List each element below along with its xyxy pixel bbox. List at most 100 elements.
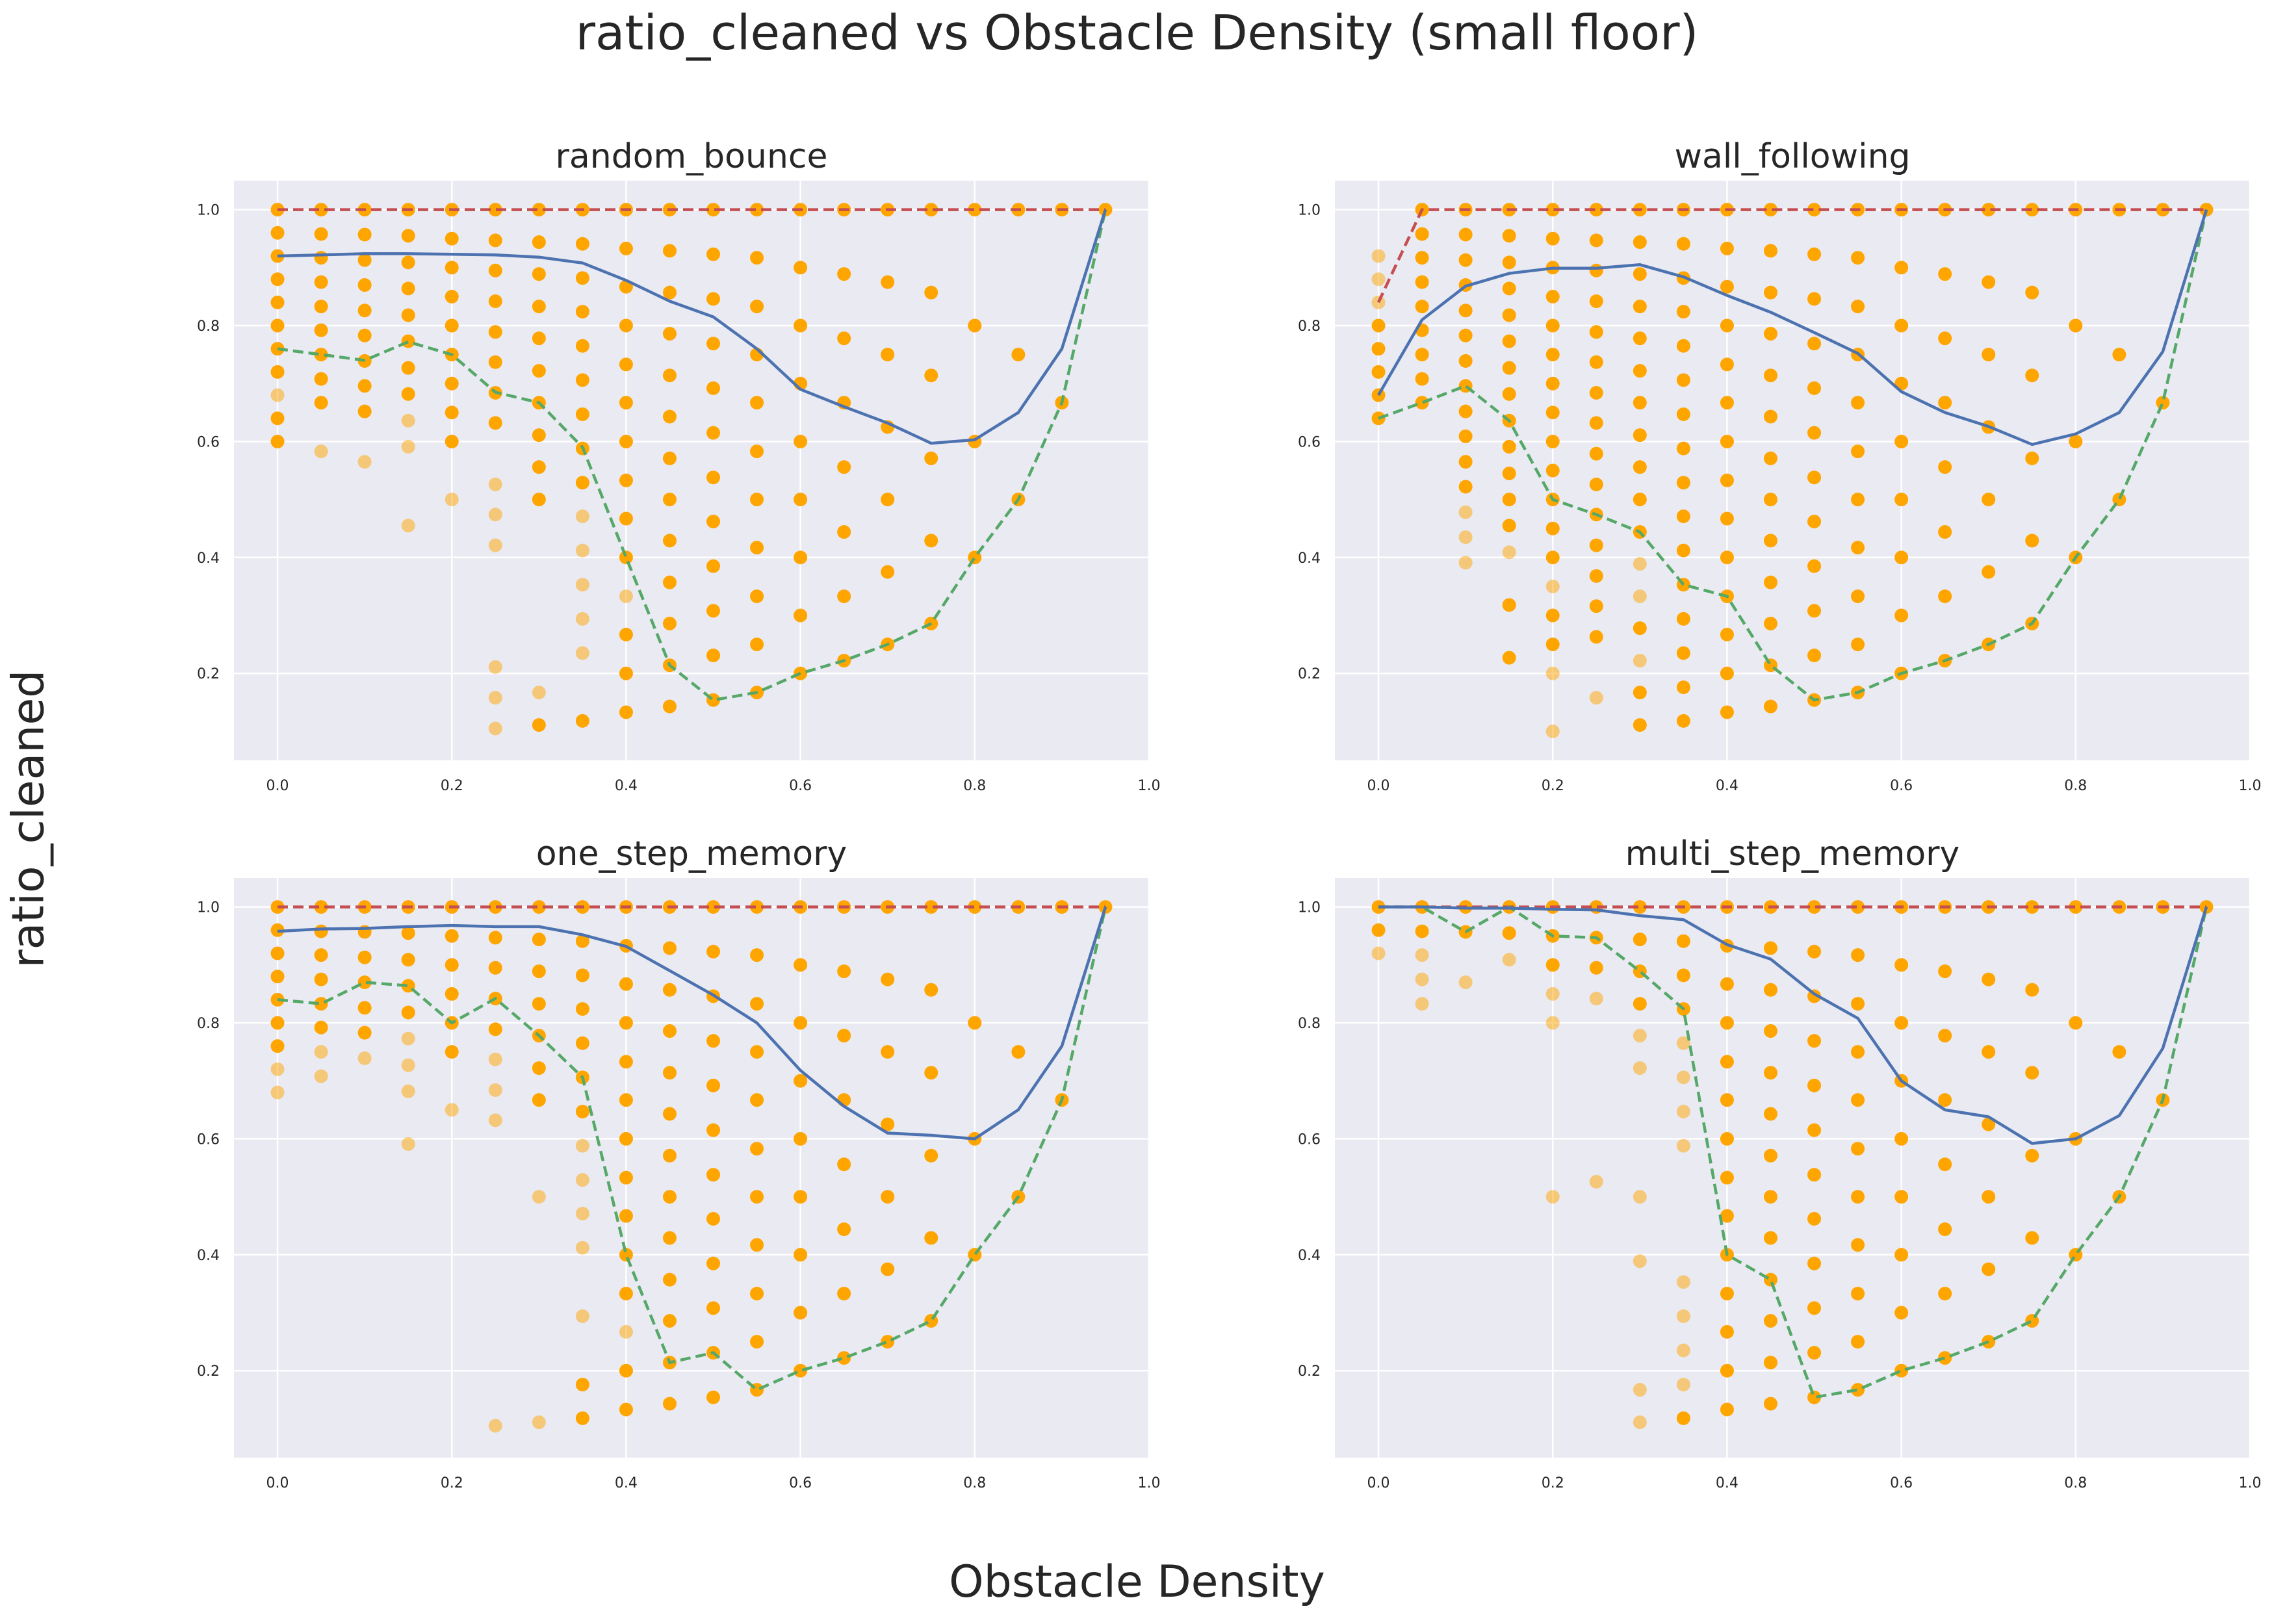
data-point [662, 451, 677, 465]
data-point [1938, 460, 1952, 474]
data-point [1720, 1287, 1734, 1301]
data-point [2112, 348, 2126, 362]
data-point [1894, 318, 1909, 333]
data-point [619, 473, 633, 487]
y-tick-label: 0.4 [197, 550, 220, 567]
data-point [1763, 1397, 1777, 1411]
data-point [1633, 1383, 1647, 1397]
data-point [1763, 1024, 1777, 1038]
figure-title: ratio_cleaned vs Obstacle Density (small… [575, 5, 1699, 61]
data-point [619, 434, 633, 448]
data-point [532, 1415, 546, 1430]
data-point [881, 1335, 895, 1349]
data-point [1545, 550, 1560, 565]
data-point [270, 226, 285, 240]
data-point [2025, 203, 2039, 217]
data-point [270, 388, 285, 402]
data-point [881, 348, 895, 362]
data-point [401, 281, 415, 296]
data-point [1763, 575, 1777, 589]
data-point [924, 1231, 938, 1245]
y-tick-label: 0.6 [1298, 434, 1321, 450]
data-point [532, 428, 546, 443]
data-point [2025, 983, 2039, 997]
data-point [1851, 638, 1865, 652]
data-point [706, 1078, 721, 1092]
data-point [401, 1031, 415, 1046]
data-point [1589, 263, 1603, 277]
data-point [1589, 416, 1603, 430]
data-point [1545, 521, 1560, 535]
data-point [1458, 328, 1473, 342]
data-point [1502, 281, 1516, 296]
data-point [1545, 1016, 1560, 1030]
data-point [662, 1066, 677, 1080]
data-point [662, 1313, 677, 1328]
data-point [1502, 651, 1516, 665]
data-point [314, 924, 328, 938]
data-point [488, 355, 502, 369]
data-point [1851, 900, 1865, 914]
data-point [575, 1173, 589, 1187]
data-point [1633, 493, 1647, 507]
data-point [1676, 1275, 1690, 1289]
data-point [2025, 1066, 2039, 1080]
data-point [488, 1083, 502, 1097]
data-point [1589, 203, 1603, 217]
data-point [445, 929, 459, 943]
data-point [706, 604, 721, 618]
data-point [1502, 598, 1516, 612]
data-point [1545, 986, 1560, 1001]
data-point [1589, 294, 1603, 309]
data-point [532, 1190, 546, 1204]
data-point [1851, 300, 1865, 314]
data-point [401, 1084, 415, 1098]
data-point [575, 612, 589, 626]
data-point [662, 575, 677, 589]
data-point [1589, 477, 1603, 491]
subplot-random_bounce: 0.0 0.2 0.4 0.6 0.8 1.0 0.2 0.4 0.6 0.8 1.0 random_… [197, 137, 1161, 794]
data-point [619, 1131, 633, 1146]
data-point [270, 295, 285, 309]
data-point [1807, 514, 1822, 528]
data-point [488, 960, 502, 975]
data-point [750, 997, 764, 1011]
data-point [1589, 569, 1603, 583]
data-point [837, 1287, 851, 1301]
data-point [1633, 933, 1647, 947]
data-point [357, 1001, 372, 1015]
data-point [706, 470, 721, 485]
data-point [1676, 543, 1690, 558]
data-point [445, 289, 459, 303]
data-point [532, 235, 546, 250]
x-tick-label: 0.6 [789, 1475, 812, 1491]
data-point [1720, 1055, 1734, 1069]
data-point [532, 686, 546, 700]
data-point [1807, 1078, 1822, 1092]
data-point [1720, 434, 1734, 448]
data-point [575, 934, 589, 948]
data-point [1676, 714, 1690, 728]
data-point [881, 275, 895, 289]
data-point [1938, 1287, 1952, 1301]
data-point [1415, 227, 1429, 241]
data-point [314, 251, 328, 265]
data-point [575, 1411, 589, 1425]
x-axis-label: Obstacle Density [949, 1556, 1325, 1608]
data-point [1458, 975, 1473, 990]
data-point [1458, 455, 1473, 469]
y-tick-label: 0.8 [197, 1016, 220, 1032]
data-point [1458, 354, 1473, 368]
data-point [619, 1324, 633, 1339]
data-point [619, 977, 633, 991]
data-point [1633, 1029, 1647, 1043]
subplot-one_step_memory: 0.0 0.2 0.4 0.6 0.8 1.0 0.2 0.4 0.6 0.8 1.0 one_ste… [197, 834, 1161, 1491]
x-tick-label: 0.6 [789, 778, 812, 794]
data-point [575, 305, 589, 319]
data-point [532, 460, 546, 474]
data-point [1938, 1351, 1952, 1365]
data-point [1938, 964, 1952, 979]
data-point [881, 1045, 895, 1059]
data-point [662, 941, 677, 955]
data-point [924, 451, 938, 465]
